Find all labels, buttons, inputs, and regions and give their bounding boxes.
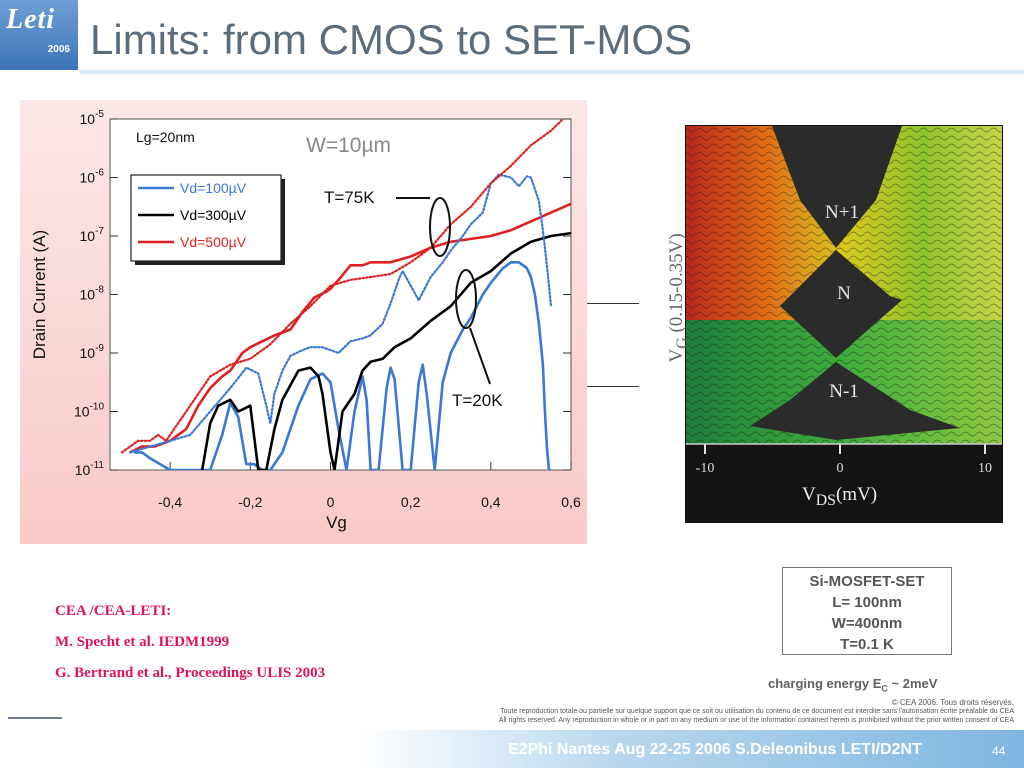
series-line: [128, 173, 553, 454]
leti-logo-year: 2006: [47, 44, 70, 55]
annotation-width: W=10µm: [306, 134, 391, 157]
set-x-label: VDS(mV): [802, 484, 878, 509]
annotation-ellipse: [429, 197, 451, 257]
y-tick-label: 10-6: [80, 168, 105, 186]
series-line: [120, 119, 565, 454]
y-tick-label: 10-11: [75, 460, 105, 478]
annotation-leader: [469, 327, 491, 385]
title-rule: [80, 70, 1024, 74]
y-axis-label: Drain Current (A): [30, 230, 49, 359]
x-tick-label: 0,6: [561, 494, 581, 510]
x-tick-label: -0,4: [158, 494, 182, 510]
set-y-label: VG (0.15-0.35V): [666, 233, 691, 363]
y-tick-label: 10-5: [80, 109, 105, 127]
set-x-tick: -10: [696, 461, 715, 476]
page-number: 44: [992, 744, 1006, 758]
footer-text: E2Phi Nantes Aug 22-25 2006 S.Deleonibus…: [508, 741, 922, 758]
set-region-label: N+1: [825, 202, 859, 223]
x-tick-label: 0,2: [401, 494, 421, 510]
set-region-label: N-1: [829, 381, 859, 402]
legend-entry: Vd=500µV: [180, 234, 247, 250]
set-x-tick: 0: [837, 461, 844, 476]
reference-item: CEA /CEA-LETI:: [55, 603, 172, 619]
x-tick-label: -0,2: [238, 494, 262, 510]
slide-title: Limits: from CMOS to SET-MOS: [90, 16, 693, 63]
y-tick-label: 10-7: [80, 226, 105, 244]
annotation-ellipse: [455, 269, 477, 329]
footer-bar: [0, 730, 1024, 768]
set-region-label: N: [837, 283, 851, 304]
copyright-line: Toute reproduction totale ou partielle s…: [500, 708, 1014, 715]
set-diagram-svg: -10 0 10 N+1 N N-1: [685, 125, 1003, 523]
coulomb-diamond-n-plus-1: [772, 126, 902, 248]
annotation-t75k: T=75K: [324, 188, 375, 207]
spec-temperature: T=0.1 K: [840, 636, 894, 653]
leti-logo-word: Leti: [6, 4, 56, 35]
spec-device: Si-MOSFET-SET: [809, 573, 925, 590]
device-spec-box: Si-MOSFET-SET L= 100nm W=400nm T=0.1 K: [782, 567, 952, 655]
series-line: [134, 261, 551, 470]
x-axis-label: Vg: [326, 513, 347, 532]
drain-current-plot: 10-5 10-6 10-7 10-8 10-9 10-10 10-11 -0,4 -0,2 0 0…: [20, 100, 587, 544]
leti-logo: Leti 2006: [0, 0, 78, 70]
callout-line: [587, 386, 639, 387]
drain-current-chart-svg: 10-5 10-6 10-7 10-8 10-9 10-10 10-11 -0,4 -0,2 0 0…: [30, 109, 581, 532]
reference-item: G. Bertrand et al., Proceedings ULIS 200…: [55, 665, 326, 681]
callout-line: [587, 303, 639, 304]
legend-entry: Vd=100µV: [180, 180, 247, 196]
legend-shadow: [135, 261, 285, 265]
reference-item: M. Specht et al. IEDM1999: [55, 634, 230, 650]
x-tick-label: 0: [327, 494, 335, 510]
set-stability-diagram: -10 0 10 N+1 N N-1 VDS(mV) VG (0.15-0.35…: [640, 110, 1010, 530]
legend-shadow: [281, 179, 285, 265]
spec-width: W=400nm: [831, 615, 903, 632]
set-x-tick: 10: [978, 461, 992, 476]
x-tick-label: 0,4: [481, 494, 501, 510]
copyright-notice: © CEA 2006. Tous droits réservés. Toute …: [454, 698, 1014, 725]
annotation-gate-length: Lg=20nm: [136, 129, 195, 145]
coulomb-diamond-n-minus-1: [750, 362, 960, 440]
coulomb-diamond-n: [780, 250, 902, 358]
y-tick-label: 10-10: [74, 402, 104, 420]
copyright-line: All rights reserved. Any reproduction in…: [498, 717, 1014, 724]
y-tick-label: 10-8: [80, 285, 105, 303]
series-line: [129, 202, 571, 454]
copyright-line: © CEA 2006. Tous droits réservés.: [891, 698, 1014, 707]
spec-length: L= 100nm: [832, 594, 902, 611]
y-tick-label: 10-9: [80, 343, 105, 361]
legend-entry: Vd=300µV: [180, 207, 247, 223]
annotation-t20k: T=20K: [452, 391, 503, 410]
charging-energy: charging energy EC ~ 2meV: [768, 676, 938, 694]
series-line: [200, 231, 571, 470]
references: CEA /CEA-LETI: M. Specht et al. IEDM1999…: [55, 603, 325, 696]
